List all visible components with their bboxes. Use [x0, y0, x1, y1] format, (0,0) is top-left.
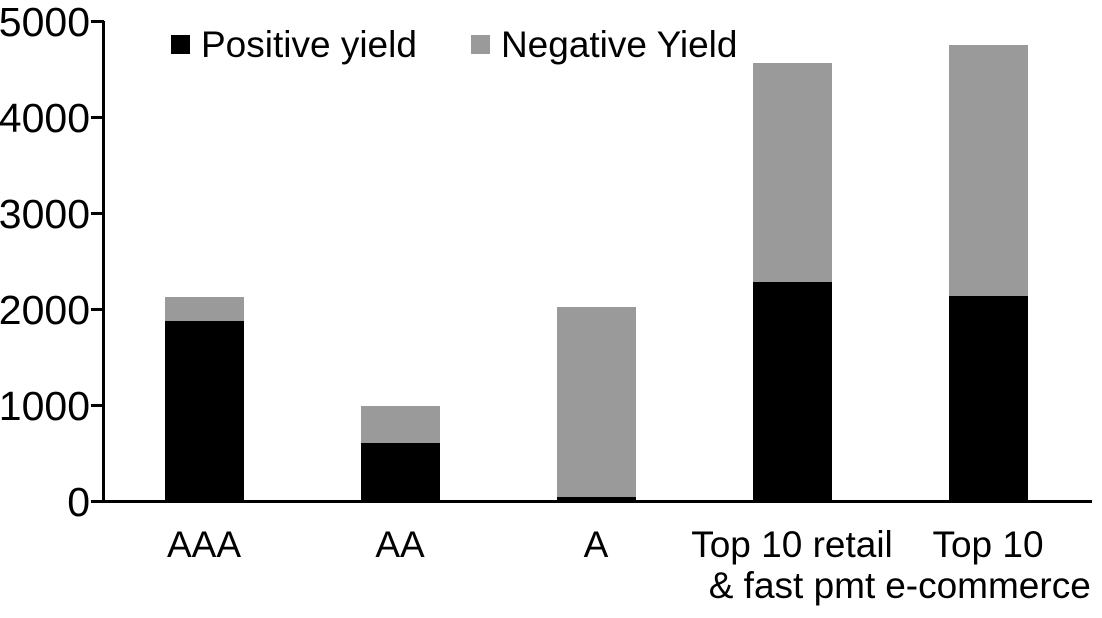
bar-segment-negative-1 [164, 297, 244, 321]
y-tick-mark [91, 20, 104, 23]
bar-segment-positive-3 [556, 497, 636, 501]
y-tick-mark [91, 116, 104, 119]
y-tick-label: 5000 [0, 0, 90, 45]
x-axis-line [102, 500, 1092, 503]
category-label: AAA [166, 524, 242, 565]
y-axis-line [102, 21, 105, 503]
bar-segment-negative-5 [948, 45, 1028, 296]
category-label: Top 10 e-commerce [885, 524, 1091, 606]
y-tick-label: 3000 [0, 191, 90, 237]
bar-segment-positive-4 [752, 282, 832, 501]
bar-segment-negative-2 [360, 405, 440, 444]
legend-item-positive-yield: Positive yield [171, 26, 417, 63]
y-tick-mark [91, 404, 104, 407]
bar-segment-positive-1 [164, 320, 244, 501]
legend-swatch-icon [470, 35, 490, 54]
category-label: Top 10 retail & fast pmt [691, 524, 893, 606]
legend-label: Negative Yield [500, 24, 738, 65]
legend-swatch-icon [171, 35, 190, 54]
y-tick-mark [91, 500, 104, 503]
bar-segment-positive-2 [360, 443, 440, 501]
y-tick-mark [91, 212, 104, 215]
y-tick-label: 4000 [0, 95, 90, 141]
bar-segment-positive-5 [948, 295, 1028, 501]
y-tick-label: 2000 [0, 287, 90, 333]
category-label: A [583, 524, 609, 565]
y-tick-mark [91, 308, 104, 311]
legend-item-negative-yield: Negative Yield [470, 24, 738, 65]
bar-segment-negative-4 [752, 63, 832, 283]
legend-label: Positive yield [201, 24, 417, 65]
y-tick-label: 1000 [0, 383, 90, 429]
bar-segment-negative-3 [556, 307, 636, 498]
chart-legend: Positive yield Negative Yield [171, 26, 737, 63]
y-tick-label: 0 [67, 479, 90, 525]
category-label: AA [375, 524, 425, 565]
